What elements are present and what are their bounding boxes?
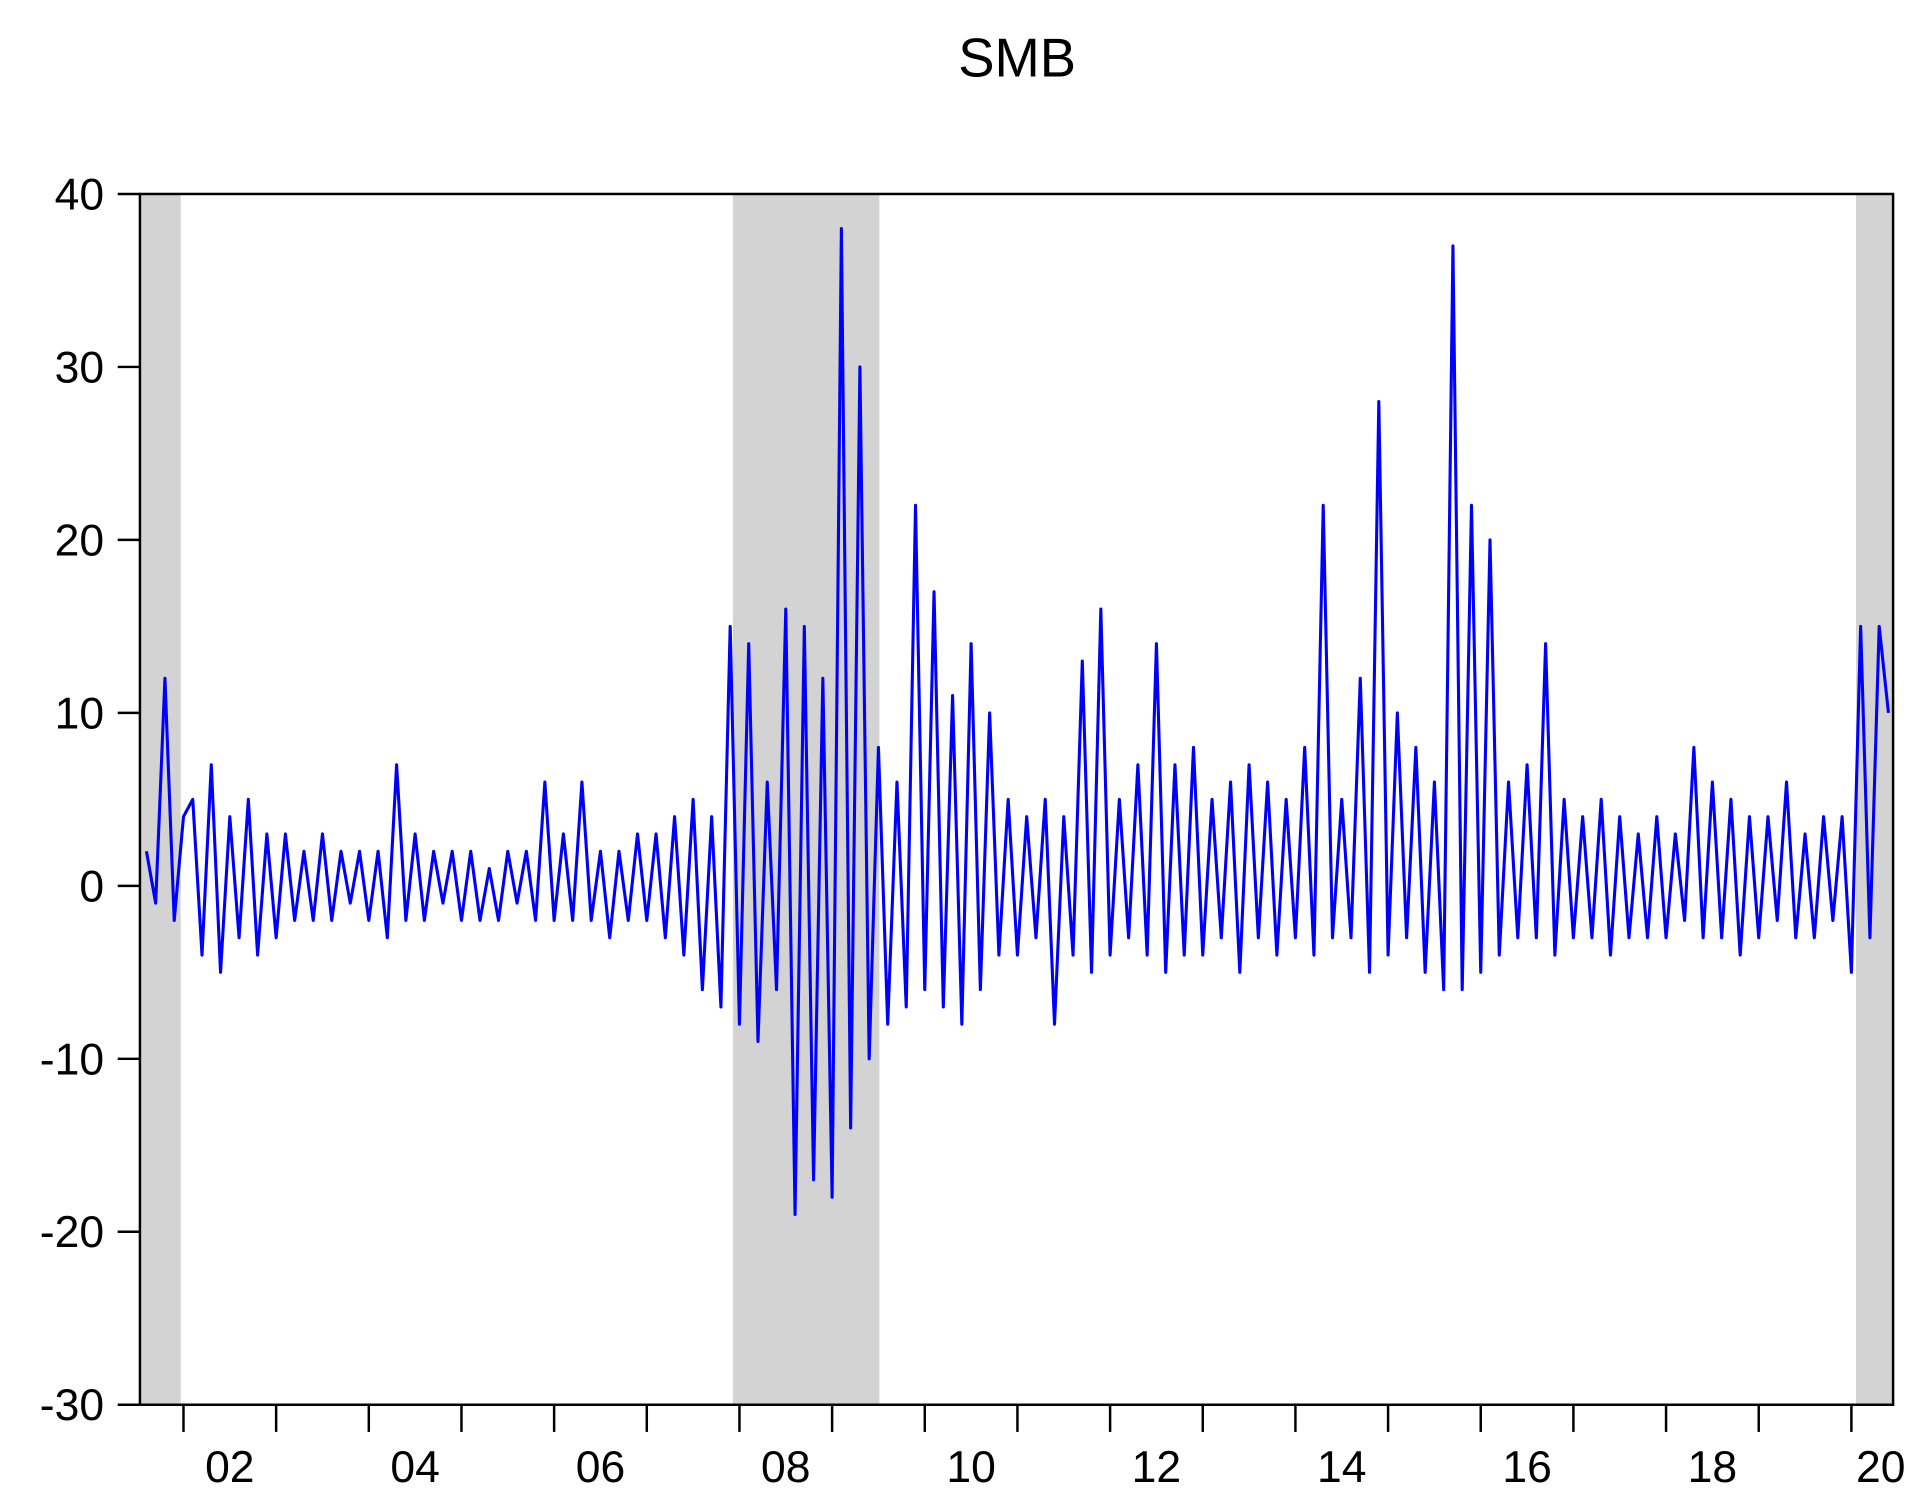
data-line: [144, 227, 1890, 1217]
y-tick-label: 40: [55, 170, 104, 219]
plot-frame: [138, 192, 1895, 1406]
y-tick-label: 0: [79, 862, 104, 911]
x-tick-label: 04: [390, 1443, 439, 1492]
x-tick-label: 06: [576, 1443, 625, 1492]
chart-title: SMB: [958, 28, 1076, 89]
x-tick-label: 16: [1502, 1443, 1551, 1492]
y-tick-label: 30: [55, 343, 104, 392]
x-tick-label: 20: [1856, 1443, 1905, 1492]
x-tick-label: 12: [1132, 1443, 1181, 1492]
y-tick-label: 20: [55, 516, 104, 565]
y-tick-label: -10: [40, 1035, 104, 1084]
x-tick-label: 02: [205, 1443, 254, 1492]
x-tick-label: 18: [1688, 1443, 1737, 1492]
x-tick-label: 14: [1317, 1443, 1366, 1492]
x-tick-label: 08: [761, 1443, 810, 1492]
y-tick-label: -20: [40, 1208, 104, 1257]
x-tick-label: 10: [946, 1443, 995, 1492]
y-tick-label: -30: [40, 1381, 104, 1430]
y-tick-label: 10: [55, 689, 104, 738]
